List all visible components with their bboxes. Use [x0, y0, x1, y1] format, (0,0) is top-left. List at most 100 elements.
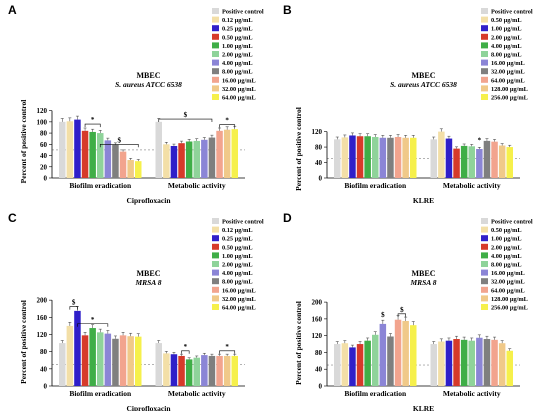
legend-entry: 8.00 µg/mL — [222, 279, 253, 286]
x-tick-label: Metabolic activity — [443, 389, 501, 398]
y-axis-label: Percent of positive control — [19, 300, 28, 384]
legend-swatch — [212, 16, 219, 23]
legend-swatch — [212, 235, 219, 242]
legend-swatch — [212, 304, 219, 310]
significance-marker: $ — [118, 136, 122, 144]
bar — [178, 143, 185, 178]
bar — [155, 121, 162, 178]
y-tick-label: 40 — [315, 366, 323, 374]
legend-swatch — [481, 304, 488, 310]
legend-swatch — [212, 51, 219, 57]
legend-entry: 16.00 µg/mL — [491, 60, 525, 67]
bar — [445, 138, 453, 178]
significance-bracket — [84, 123, 101, 128]
significance-marker: * — [91, 316, 95, 324]
bar — [410, 325, 417, 386]
x-tick-label: Biofilm eradication — [69, 389, 132, 398]
x-axis-label: Ciprofloxacin — [126, 404, 171, 411]
legend-entry: 32.00 µg/mL — [222, 86, 256, 93]
legend-entry: 256.00 µg/mL — [491, 305, 528, 312]
legend-entry: 32.00 µg/mL — [222, 296, 256, 303]
y-tick-label: 40 — [40, 152, 48, 160]
y-tick-label: 40 — [40, 365, 48, 373]
panel-letter: B — [283, 3, 292, 17]
bar — [97, 332, 104, 386]
legend-swatch — [481, 94, 488, 100]
legend-swatch — [212, 226, 219, 233]
legend-swatch — [212, 286, 219, 293]
bar — [59, 121, 66, 178]
legend-entry: 2.00 µg/mL — [491, 34, 522, 41]
significance-bracket — [77, 323, 109, 327]
legend-swatch — [481, 218, 488, 224]
legend-swatch — [481, 243, 488, 250]
legend-swatch — [212, 59, 219, 66]
legend-entry: 0.50 µg/mL — [491, 227, 522, 234]
bar — [163, 144, 170, 178]
legend-entry: 0.12 µg/mL — [222, 17, 253, 24]
chart-title-line1: MBEC — [137, 71, 161, 80]
bar — [74, 119, 81, 178]
bar — [163, 353, 170, 386]
legend-entry: 64.00 µg/mL — [222, 305, 256, 312]
bar — [498, 145, 506, 178]
bar — [445, 340, 453, 386]
y-tick-label: 200 — [37, 297, 48, 305]
legend-swatch — [212, 42, 219, 49]
bar — [476, 337, 483, 386]
legend-entry: 16.00 µg/mL — [222, 77, 256, 84]
legend-swatch — [212, 278, 219, 285]
significance-marker: * — [225, 117, 229, 125]
bar — [127, 160, 134, 178]
bar — [66, 121, 74, 178]
bar — [208, 355, 216, 386]
panel-letter: C — [8, 211, 17, 225]
legend-entry: 0.50 µg/mL — [222, 244, 253, 251]
bar — [491, 339, 498, 386]
legend-entry: 0.50 µg/mL — [491, 17, 522, 24]
panel-letter: A — [8, 3, 17, 17]
legend-entry: 32.00 µg/mL — [491, 279, 525, 286]
y-tick-label: 0 — [44, 383, 48, 391]
significance-bracket — [219, 350, 236, 354]
bar — [394, 137, 402, 178]
legend-swatch — [481, 226, 488, 233]
bar — [185, 359, 193, 386]
legend-swatch — [212, 94, 219, 100]
bar — [476, 149, 483, 178]
bar — [372, 137, 379, 178]
legend-swatch — [212, 25, 219, 32]
legend-swatch — [481, 51, 488, 57]
legend-entry: 1.00 µg/mL — [491, 236, 522, 243]
bar — [460, 339, 468, 386]
bar — [104, 140, 112, 178]
bar — [438, 341, 445, 386]
bar — [81, 335, 89, 386]
legend-entry: 64.00 µg/mL — [222, 95, 256, 102]
bar — [349, 135, 356, 178]
legend-entry: Positive control — [222, 9, 264, 16]
significance-bracket — [69, 306, 78, 310]
bar — [193, 140, 200, 178]
legend-swatch — [481, 16, 488, 23]
bar — [59, 343, 66, 386]
x-tick-label: Biofilm eradication — [344, 181, 407, 190]
legend-swatch — [481, 33, 488, 40]
bar — [223, 129, 231, 178]
legend-entry: 64.00 µg/mL — [491, 77, 525, 84]
legend-entry: 0.25 µg/mL — [222, 236, 253, 243]
legend-entry: 1.00 µg/mL — [222, 253, 253, 260]
legend-swatch — [481, 68, 488, 75]
bar — [119, 151, 127, 178]
bar — [170, 145, 178, 178]
legend-swatch — [481, 76, 488, 83]
significance-marker: * — [478, 136, 482, 144]
bar — [430, 344, 437, 386]
legend-entry: 32.00 µg/mL — [491, 69, 525, 76]
legend-swatch — [212, 68, 219, 75]
legend-swatch — [212, 85, 219, 92]
legend-entry: 8.00 µg/mL — [222, 69, 253, 76]
chart-title-line1: MBEC — [137, 269, 161, 278]
legend-entry: Positive control — [491, 9, 533, 16]
